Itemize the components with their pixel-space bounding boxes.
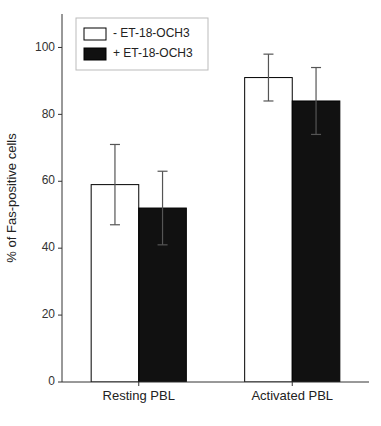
error-line <box>315 68 316 135</box>
axes: 0 20 40 60 80 100 Resting PBL Activated PBL <box>35 14 369 403</box>
bars <box>91 54 340 382</box>
legend-box <box>76 18 208 70</box>
y-axis-label: % of Fas-positive cells <box>4 133 19 263</box>
y-tick <box>58 248 62 249</box>
error-cap <box>110 224 120 225</box>
error-bar <box>158 171 168 245</box>
y-tick <box>58 181 62 182</box>
y-tick-label: 40 <box>42 240 56 254</box>
error-line <box>114 144 115 224</box>
legend-label: + ET-18-OCH3 <box>113 46 193 60</box>
y-tick <box>58 114 62 115</box>
error-cap <box>110 144 120 145</box>
error-line <box>268 54 269 101</box>
y-tick-label: 80 <box>42 107 56 121</box>
legend: - ET-18-OCH3 + ET-18-OCH3 <box>76 18 208 70</box>
chart: 0 20 40 60 80 100 Resting PBL Activated PBL % of… <box>0 0 381 426</box>
x-tick <box>292 382 293 386</box>
error-cap <box>311 67 321 68</box>
y-axis-line <box>62 14 63 382</box>
error-bar <box>110 144 120 224</box>
y-tick-label: 0 <box>48 374 55 388</box>
error-bar <box>263 54 273 101</box>
x-tick <box>138 382 139 386</box>
y-tick <box>58 382 62 383</box>
x-axis-line <box>62 382 369 383</box>
x-tick-label: Activated PBL <box>251 388 333 403</box>
error-line <box>162 171 163 245</box>
error-cap <box>158 244 168 245</box>
error-cap <box>263 54 273 55</box>
legend-swatch <box>84 48 106 60</box>
error-bar <box>311 68 321 135</box>
bar <box>292 101 340 382</box>
legend-label: - ET-18-OCH3 <box>113 26 190 40</box>
y-tick <box>58 47 62 48</box>
y-tick-label: 20 <box>42 307 56 321</box>
y-tick-label: 60 <box>42 173 56 187</box>
error-cap <box>311 134 321 135</box>
bar <box>245 78 293 382</box>
y-tick-label: 100 <box>35 40 55 54</box>
legend-swatch <box>84 28 106 40</box>
error-cap <box>158 171 168 172</box>
x-tick-label: Resting PBL <box>103 388 175 403</box>
error-cap <box>263 100 273 101</box>
y-tick <box>58 315 62 316</box>
